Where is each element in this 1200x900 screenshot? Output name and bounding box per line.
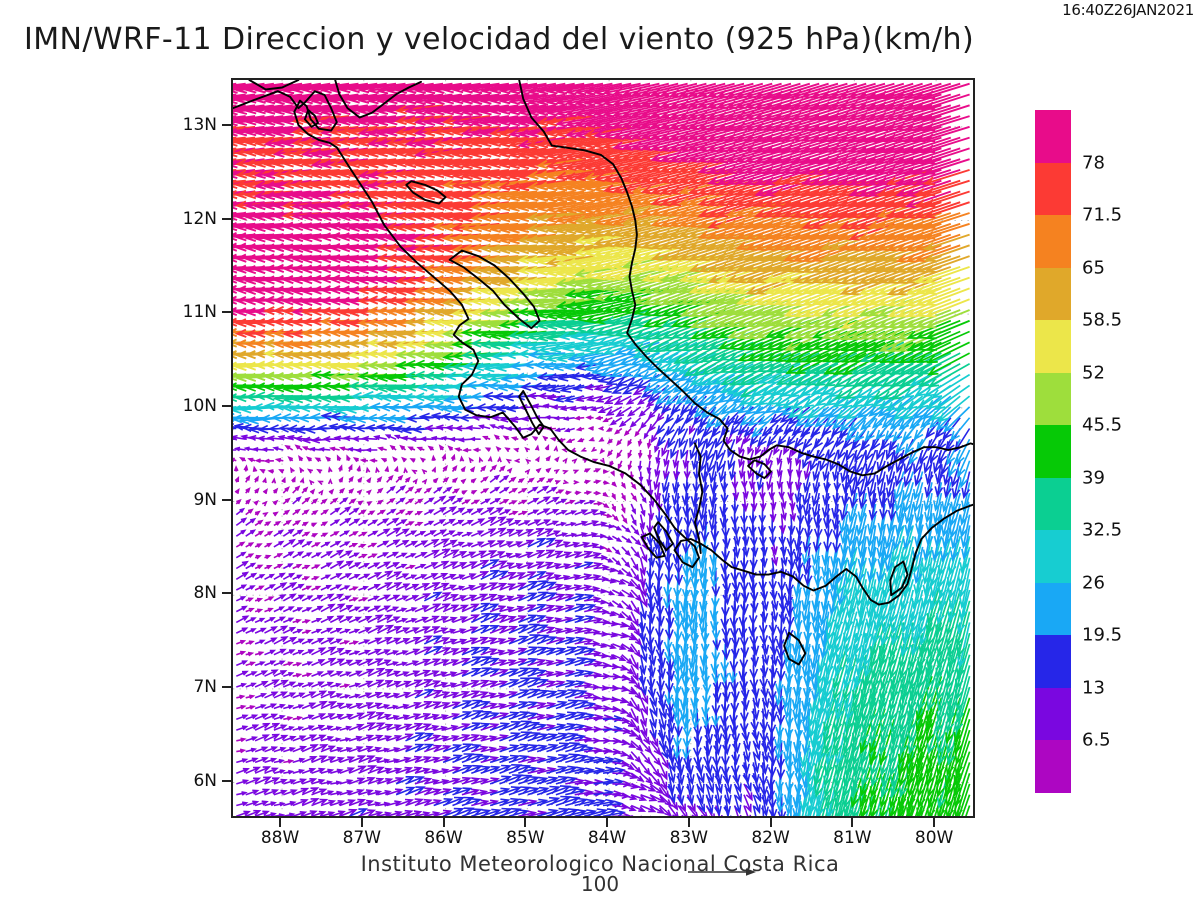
colorbar-tick-label: 6.5: [1082, 729, 1111, 751]
y-axis-tick-mark: [222, 217, 231, 220]
x-axis-tick-label: 83W: [669, 828, 709, 848]
x-axis-tick-label: 87W: [342, 828, 382, 848]
y-axis-tick-label: 8N: [193, 583, 217, 604]
x-axis-tick-mark: [769, 818, 772, 827]
colorbar-band: [1035, 687, 1071, 741]
coastline-layer: [233, 80, 973, 666]
colorbar-band: [1035, 740, 1071, 793]
colorbar-tick-label: 19.5: [1082, 624, 1123, 646]
colorbar-band: [1035, 530, 1071, 583]
y-axis-tick-mark: [222, 592, 231, 595]
colorbar-tick-label: 71.5: [1082, 204, 1123, 226]
x-axis-tick-mark: [524, 818, 527, 827]
y-axis-tick-mark: [222, 779, 231, 782]
colorbar-band: [1035, 162, 1071, 216]
x-axis-tick-mark: [933, 818, 936, 827]
footer-credit: Instituto Meteorologico Nacional Costa R…: [360, 852, 840, 876]
colorbar-tick-label: 45.5: [1082, 414, 1123, 436]
y-axis-tick-label: 10N: [182, 395, 217, 416]
colorbar-band: [1035, 320, 1071, 373]
colorbar-band: [1035, 372, 1071, 426]
x-axis-tick-mark: [442, 818, 445, 827]
page-title: IMN/WRF-11 Direccion y velocidad del vie…: [24, 22, 975, 57]
y-axis-tick-mark: [222, 685, 231, 688]
colorbar-tick-label: 13: [1082, 677, 1105, 699]
y-axis-tick-label: 11N: [182, 302, 217, 323]
colorbar-tick-label: 58.5: [1082, 309, 1123, 331]
y-axis-tick-label: 12N: [182, 208, 217, 229]
wind-chart-plot-area: [231, 78, 975, 818]
y-axis-tick-mark: [222, 311, 231, 314]
colorbar-tick-label: 78: [1082, 152, 1105, 174]
colorbar-tick-label: 65: [1082, 257, 1105, 279]
colorbar-band: [1035, 425, 1071, 478]
y-axis-tick-label: 9N: [193, 489, 217, 510]
y-axis-tick-label: 6N: [193, 770, 217, 791]
x-axis-tick-mark: [687, 818, 690, 827]
colorbar-tick-label: 39: [1082, 467, 1105, 489]
colorbar-band: [1035, 582, 1071, 636]
y-axis-tick-label: 13N: [182, 114, 217, 135]
y-axis-tick-mark: [222, 498, 231, 501]
reference-vector-label: 100: [580, 872, 620, 896]
colorbar: [1035, 110, 1071, 793]
y-axis-tick-mark: [222, 404, 231, 407]
x-axis-tick-label: 84W: [587, 828, 627, 848]
timestamp: 16:40Z26JAN2021: [1062, 1, 1194, 19]
x-axis-tick-mark: [851, 818, 854, 827]
x-axis-tick-label: 88W: [260, 828, 300, 848]
colorbar-tick-label: 26: [1082, 572, 1105, 594]
x-axis-tick-label: 81W: [833, 828, 872, 848]
colorbar-band: [1035, 635, 1071, 688]
colorbar-band: [1035, 215, 1071, 268]
colorbar-tick-label: 32.5: [1082, 519, 1123, 541]
x-axis-tick-mark: [360, 818, 363, 827]
reference-vector-icon: [688, 868, 756, 876]
y-axis-tick-label: 7N: [193, 676, 217, 697]
x-axis-tick-mark: [279, 818, 282, 827]
colorbar-band: [1035, 477, 1071, 531]
x-axis-tick-label: 85W: [506, 828, 545, 848]
x-axis-tick-label: 82W: [751, 828, 790, 848]
colorbar-band: [1035, 110, 1071, 163]
wind-vector-layer: [233, 82, 971, 816]
colorbar-tick-label: 52: [1082, 362, 1105, 384]
x-axis-tick-label: 86W: [424, 828, 463, 848]
y-axis-tick-mark: [222, 123, 231, 126]
x-axis-tick-mark: [606, 818, 609, 827]
x-axis-tick-label: 80W: [914, 828, 954, 848]
colorbar-band: [1035, 267, 1071, 321]
